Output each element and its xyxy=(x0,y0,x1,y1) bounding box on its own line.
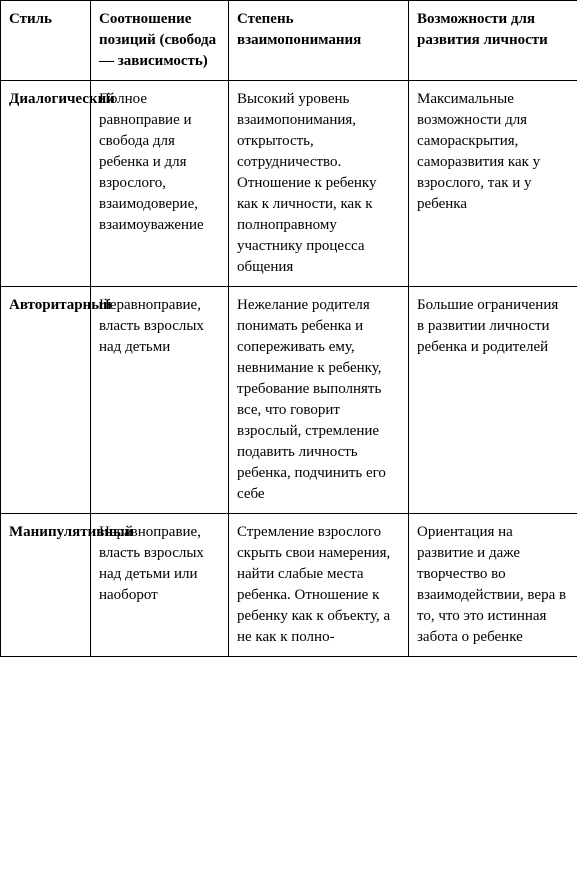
cell-opportunities: Большие ограничения в развитии личности … xyxy=(409,287,577,514)
styles-comparison-table: Стиль Соотношение позиций (свобода — зав… xyxy=(0,0,577,657)
cell-ratio: Неравноправие, власть взрослых над детьм… xyxy=(91,514,229,657)
cell-understanding: Нежелание родителя понимать ребенка и со… xyxy=(229,287,409,514)
header-ratio: Соотношение позиций (свобода — зависимос… xyxy=(91,1,229,81)
cell-understanding: Высокий уровень взаимопонимания, открыто… xyxy=(229,81,409,287)
header-understanding: Степень взаимопонимания xyxy=(229,1,409,81)
cell-opportunities: Максимальные возможности для самораскрыт… xyxy=(409,81,577,287)
cell-opportunities: Ориентация на развитие и даже творчество… xyxy=(409,514,577,657)
header-row: Стиль Соотношение позиций (свобода — зав… xyxy=(1,1,577,81)
table-row: Диалогический Полное равноправие и свобо… xyxy=(1,81,577,287)
cell-style: Манипулятивный xyxy=(1,514,91,657)
header-opportunities: Возможности для развития личности xyxy=(409,1,577,81)
cell-style: Диалогический xyxy=(1,81,91,287)
table-header: Стиль Соотношение позиций (свобода — зав… xyxy=(1,1,577,81)
table-row: Авторитарный Неравноправие, власть взрос… xyxy=(1,287,577,514)
cell-ratio: Полное равноправие и свобода для ребенка… xyxy=(91,81,229,287)
cell-ratio: Неравноправие, власть взрослых над детьм… xyxy=(91,287,229,514)
table-row: Манипулятивный Неравноправие, власть взр… xyxy=(1,514,577,657)
cell-style: Авторитарный xyxy=(1,287,91,514)
table-body: Диалогический Полное равноправие и свобо… xyxy=(1,81,577,657)
cell-understanding: Стремление взрослого скрыть свои намерен… xyxy=(229,514,409,657)
header-style: Стиль xyxy=(1,1,91,81)
